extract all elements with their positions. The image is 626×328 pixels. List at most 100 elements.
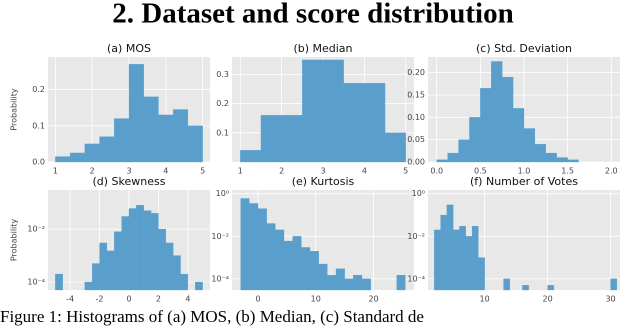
histogram-bar (301, 247, 311, 291)
histogram-bar (396, 274, 406, 291)
figure-caption: Figure 1: Histograms of (a) MOS, (b) Med… (0, 307, 424, 326)
histogram-bar (327, 274, 337, 291)
y-tick-label: 10⁰ (216, 189, 229, 198)
panel-title: (d) Skewness (93, 175, 166, 188)
histogram-bar (502, 76, 514, 163)
x-tick-label: 30 (605, 295, 615, 304)
histogram-bar (165, 242, 174, 291)
histogram-bar (266, 223, 276, 291)
histogram-bar (534, 143, 546, 163)
y-tick-label: 10⁻⁴ (407, 274, 425, 283)
histogram-bar (114, 231, 122, 291)
histogram-bar (453, 229, 460, 291)
x-tick-label: 2 (90, 167, 95, 176)
histogram-bar (106, 250, 115, 291)
y-tick-label: 0.0 (32, 158, 45, 167)
y-tick-label: 0.2 (216, 99, 229, 108)
x-tick-label: 3 (320, 167, 325, 176)
y-tick-label: 0.05 (407, 135, 425, 144)
y-tick-label: 0.2 (32, 85, 45, 94)
histogram-bar (344, 278, 354, 291)
y-tick-label: 10⁻² (211, 232, 229, 241)
x-tick-label: 0.0 (430, 167, 443, 176)
x-tick-label: 2 (156, 295, 161, 304)
x-tick-label: -4 (66, 295, 74, 304)
panel-title: (e) Kurtosis (292, 175, 355, 188)
histogram-bar (158, 228, 166, 291)
histogram-bar (547, 285, 555, 291)
x-tick-label: -2 (96, 295, 104, 304)
histogram-bar (436, 159, 448, 163)
histogram-bar (55, 273, 63, 291)
histogram-bar (610, 278, 618, 291)
y-tick-label: 10⁻⁴ (27, 278, 45, 287)
x-tick-label: 4 (362, 167, 367, 176)
histogram-bar (114, 118, 130, 163)
histogram-bar (180, 273, 189, 291)
histogram-bar (292, 236, 302, 291)
panel-title: (c) Std. Deviation (476, 42, 572, 55)
histogram-bar (512, 108, 525, 163)
histogram-bar (99, 136, 115, 163)
x-tick-label: 10 (311, 295, 321, 304)
y-tick-label: 0.15 (407, 90, 425, 99)
x-tick-label: 0 (255, 295, 260, 304)
histogram-bar (92, 263, 100, 291)
histogram-bar (458, 139, 470, 163)
histogram-bar (275, 229, 285, 291)
histogram-bar (434, 229, 441, 291)
y-tick-label: 10⁻² (407, 232, 425, 241)
histogram-bar (249, 203, 259, 291)
x-tick-label: 5 (403, 167, 408, 176)
histogram-bar (195, 281, 203, 291)
histogram-bar (150, 213, 159, 291)
histogram-bar (173, 255, 181, 291)
histogram-bar (158, 114, 174, 163)
histogram-bar (459, 226, 466, 291)
x-tick-label: 1 (53, 167, 58, 176)
histogram-bar (318, 263, 328, 291)
panel-title: (f) Number of Votes (470, 175, 578, 188)
panel-title: (b) Median (293, 42, 352, 55)
histogram-bar (187, 125, 203, 163)
x-tick-label: 20 (368, 295, 378, 304)
x-tick-label: 2.0 (605, 167, 618, 176)
histogram-bar (143, 96, 159, 163)
histogram-bar (121, 216, 130, 291)
section-heading: 2. Dataset and score distribution (112, 0, 513, 30)
histogram-bar (447, 152, 459, 163)
y-tick-label: 10⁰ (412, 189, 425, 198)
histogram-bar (440, 214, 448, 291)
histogram-bar (240, 150, 262, 163)
y-tick-label: 0.10 (407, 113, 425, 122)
histogram-bar (335, 268, 345, 291)
x-tick-label: 4 (163, 167, 168, 176)
histogram-bar (309, 251, 319, 291)
y-tick-label: 0.20 (407, 68, 425, 77)
histogram-bar (471, 226, 479, 291)
x-tick-label: 4 (185, 295, 190, 304)
histogram-bar (128, 64, 144, 163)
x-tick-label: 1.5 (561, 167, 574, 176)
histogram-bar (523, 128, 536, 163)
histogram-bar (491, 61, 503, 163)
y-tick-label: 10⁻⁴ (211, 274, 229, 283)
x-tick-label: 20 (543, 295, 553, 304)
histogram-bar (240, 198, 250, 291)
histogram-bar (84, 143, 100, 163)
histogram-bar (361, 278, 371, 291)
y-axis-label: Probability (10, 219, 19, 262)
x-tick-label: 1 (238, 167, 243, 176)
histogram-bar (283, 240, 293, 291)
x-tick-label: 10 (480, 295, 490, 304)
y-tick-label: 0.1 (216, 128, 229, 137)
y-axis-label: Probability (10, 88, 19, 131)
x-tick-label: 3 (126, 167, 131, 176)
histogram-bar (128, 208, 137, 291)
histogram-bar (260, 115, 303, 163)
x-tick-label: 5 (200, 167, 205, 176)
histogram-bar (84, 281, 93, 291)
histogram-bar (302, 59, 344, 163)
histogram-bar (69, 152, 85, 163)
